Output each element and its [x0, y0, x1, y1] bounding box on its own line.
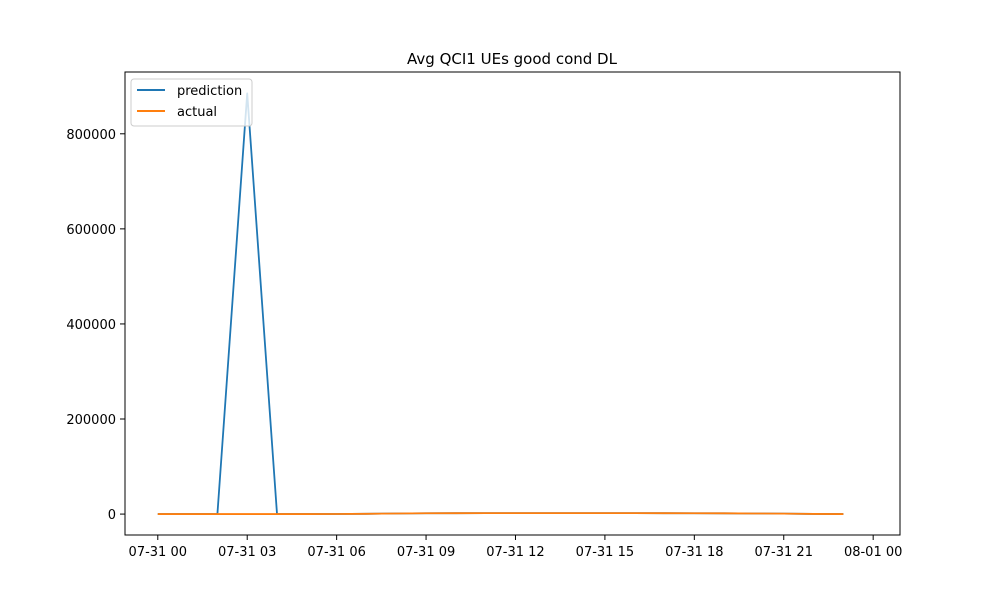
y-tick-label: 400000 — [66, 318, 116, 333]
legend-label-actual: actual — [177, 105, 217, 120]
x-tick-label: 08-01 00 — [844, 545, 902, 560]
x-tick-label: 07-31 06 — [307, 545, 365, 560]
series-line-actual — [157, 512, 844, 515]
x-tick-label: 07-31 03 — [218, 545, 276, 560]
y-tick-label: 800000 — [66, 128, 116, 143]
y-tick-label: 600000 — [66, 223, 116, 238]
legend: prediction actual — [130, 78, 253, 127]
series-layer — [157, 92, 844, 515]
chart-title: Avg QCI1 UEs good cond DL — [407, 50, 618, 68]
x-tick-label: 07-31 12 — [486, 545, 544, 560]
x-tick-label: 07-31 21 — [755, 545, 813, 560]
legend-label-prediction: prediction — [177, 84, 242, 99]
y-tick-label: 0 — [108, 508, 116, 523]
x-tick-label: 07-31 18 — [665, 545, 723, 560]
x-axis: 07-31 00 07-31 03 07-31 06 07-31 09 07-31 12… — [129, 535, 902, 560]
x-tick-label: 07-31 09 — [397, 545, 455, 560]
plot-frame — [124, 71, 901, 536]
y-tick-label: 200000 — [66, 413, 116, 428]
x-tick-label: 07-31 00 — [129, 545, 187, 560]
y-axis: 0 200000 400000 600000 800000 — [66, 128, 125, 523]
x-tick-label: 07-31 15 — [576, 545, 634, 560]
